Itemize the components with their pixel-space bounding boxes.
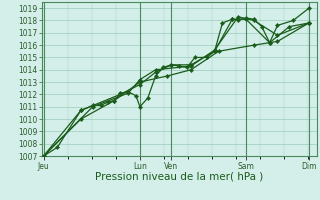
X-axis label: Pression niveau de la mer( hPa ): Pression niveau de la mer( hPa ) — [95, 172, 263, 182]
